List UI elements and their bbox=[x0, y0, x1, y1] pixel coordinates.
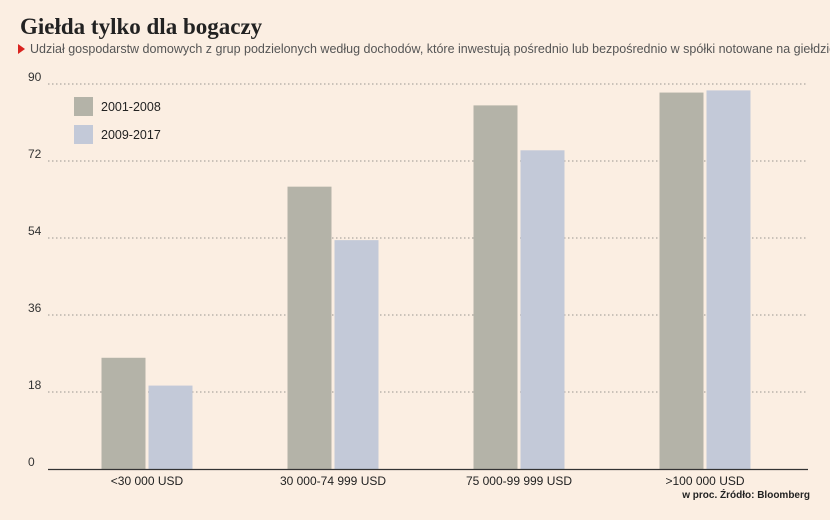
x-category-label: 75 000-99 999 USD bbox=[466, 474, 572, 488]
red-triangle-icon bbox=[18, 44, 25, 54]
x-category-label: 30 000-74 999 USD bbox=[280, 474, 386, 488]
source-footnote: w proc. Źródło: Bloomberg bbox=[682, 490, 810, 501]
y-tick-label: 90 bbox=[28, 70, 42, 84]
chart-title: Giełda tylko dla bogaczy bbox=[20, 14, 263, 39]
y-tick-label: 72 bbox=[28, 147, 42, 161]
bar-series2 bbox=[148, 385, 193, 469]
bar-series1 bbox=[287, 186, 332, 469]
legend-label: 2001-2008 bbox=[101, 100, 161, 114]
x-category-label: <30 000 USD bbox=[111, 474, 184, 488]
bar-series1 bbox=[101, 357, 146, 469]
chart-subtitle-text: Udział gospodarstw domowych z grup podzi… bbox=[30, 42, 830, 56]
bar-series2 bbox=[520, 150, 565, 470]
legend-label: 2009-2017 bbox=[101, 128, 161, 142]
y-tick-label: 36 bbox=[28, 301, 42, 315]
bar-series1 bbox=[473, 105, 518, 469]
bar-series2 bbox=[706, 90, 751, 470]
bar-series2 bbox=[334, 240, 379, 469]
legend-swatch bbox=[74, 97, 93, 116]
chart-subtitle: Udział gospodarstw domowych z grup podzi… bbox=[18, 42, 830, 56]
y-tick-label: 18 bbox=[28, 378, 42, 392]
y-tick-label: 0 bbox=[28, 455, 35, 469]
y-tick-label: 54 bbox=[28, 224, 42, 238]
x-category-label: >100 000 USD bbox=[665, 474, 744, 488]
bar-series1 bbox=[659, 92, 704, 470]
legend-swatch bbox=[74, 125, 93, 144]
